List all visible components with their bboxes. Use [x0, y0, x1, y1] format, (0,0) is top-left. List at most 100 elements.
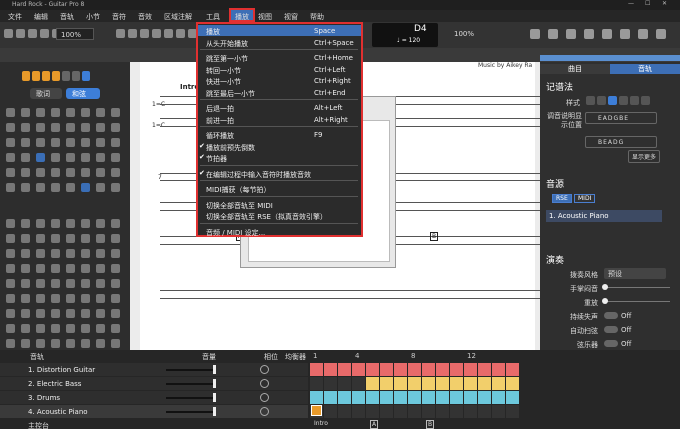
- tool-icon[interactable]: [188, 29, 197, 38]
- notation-tool[interactable]: [111, 234, 120, 243]
- volume-knob[interactable]: [213, 393, 216, 402]
- timeline-marker[interactable]: Intro: [314, 420, 328, 427]
- toggle[interactable]: [604, 326, 618, 333]
- style-toggle[interactable]: [586, 96, 595, 105]
- track-cell[interactable]: [310, 391, 323, 404]
- notation-tool[interactable]: [51, 264, 60, 273]
- chord-button[interactable]: 和弦: [66, 88, 100, 99]
- track-cell[interactable]: [352, 405, 365, 418]
- notation-tool[interactable]: [36, 234, 45, 243]
- tool-icon[interactable]: [584, 29, 594, 39]
- menu-item[interactable]: 音符: [112, 13, 126, 21]
- notation-tool[interactable]: [81, 249, 90, 258]
- notation-tool[interactable]: [21, 153, 30, 162]
- tool-icon[interactable]: [530, 29, 540, 39]
- notation-tool[interactable]: [21, 168, 30, 177]
- notation-tool[interactable]: [36, 123, 45, 132]
- notation-tool[interactable]: [21, 108, 30, 117]
- notation-tool[interactable]: [66, 294, 75, 303]
- tuning-box[interactable]: BEADG: [585, 136, 657, 148]
- tool-icon[interactable]: [128, 29, 137, 38]
- notation-tool[interactable]: [111, 219, 120, 228]
- menu-item[interactable]: 编辑: [34, 13, 48, 21]
- menu-item[interactable]: 小节: [86, 13, 100, 21]
- track-cell[interactable]: [380, 363, 393, 376]
- track-cell[interactable]: [324, 377, 337, 390]
- notation-tool[interactable]: [36, 168, 45, 177]
- tool-icon[interactable]: [548, 29, 558, 39]
- tool-icon[interactable]: [656, 29, 666, 39]
- menu-item[interactable]: 文件: [8, 13, 22, 21]
- window-control[interactable]: —: [628, 0, 634, 7]
- track-cell[interactable]: [422, 391, 435, 404]
- track-cell[interactable]: [338, 405, 351, 418]
- notation-tool[interactable]: [81, 219, 90, 228]
- tool-icon[interactable]: [602, 29, 612, 39]
- notation-tool[interactable]: [81, 108, 90, 117]
- track-cell[interactable]: [436, 377, 449, 390]
- notation-tool[interactable]: [6, 123, 15, 132]
- menu-item[interactable]: 视窗: [284, 13, 298, 21]
- notation-tool[interactable]: [111, 249, 120, 258]
- notation-tool[interactable]: [66, 108, 75, 117]
- notation-tool[interactable]: [96, 108, 105, 117]
- track-cell[interactable]: [366, 391, 379, 404]
- pan-knob[interactable]: [260, 407, 269, 416]
- track-cell[interactable]: [352, 391, 365, 404]
- pan-knob[interactable]: [260, 393, 269, 402]
- tool-icon[interactable]: [140, 29, 149, 38]
- notation-tool[interactable]: [51, 183, 60, 192]
- volume-knob[interactable]: [213, 379, 216, 388]
- notation-tool[interactable]: [66, 339, 75, 348]
- track-cell[interactable]: [324, 391, 337, 404]
- timeline-marker[interactable]: A: [370, 420, 379, 429]
- notation-tool[interactable]: [81, 264, 90, 273]
- notation-tool[interactable]: [96, 219, 105, 228]
- pan-knob[interactable]: [260, 379, 269, 388]
- menu-item[interactable]: 音轨: [60, 13, 74, 21]
- track-cell[interactable]: [478, 363, 491, 376]
- track-cell[interactable]: [366, 363, 379, 376]
- notation-tool[interactable]: [36, 249, 45, 258]
- notation-tool[interactable]: [6, 183, 15, 192]
- menu-item[interactable]: 视图: [258, 13, 272, 21]
- notation-tool[interactable]: [36, 324, 45, 333]
- notation-tool[interactable]: [21, 183, 30, 192]
- dropdown[interactable]: 预设: [604, 268, 666, 279]
- track-cell[interactable]: [310, 377, 323, 390]
- notation-tool[interactable]: [111, 264, 120, 273]
- notation-tool[interactable]: [66, 123, 75, 132]
- menu-entry[interactable]: [198, 25, 361, 36]
- sound-tab[interactable]: RSE: [552, 194, 572, 203]
- notation-tool[interactable]: [111, 294, 120, 303]
- notation-tool[interactable]: [6, 279, 15, 288]
- notation-tool[interactable]: [66, 264, 75, 273]
- track-cell[interactable]: [464, 405, 477, 418]
- notation-tool[interactable]: [81, 234, 90, 243]
- track-cell[interactable]: [478, 405, 491, 418]
- tool-icon[interactable]: [4, 29, 13, 38]
- menu-item[interactable]: 工具: [206, 13, 220, 21]
- notation-tool[interactable]: [36, 138, 45, 147]
- tool-icon[interactable]: [620, 29, 630, 39]
- track-cell[interactable]: [338, 377, 351, 390]
- track-cell[interactable]: [478, 377, 491, 390]
- notation-tool[interactable]: [66, 168, 75, 177]
- notation-tool[interactable]: [66, 324, 75, 333]
- notation-tool[interactable]: [6, 294, 15, 303]
- notation-tool[interactable]: [21, 249, 30, 258]
- notation-tool[interactable]: [6, 234, 15, 243]
- track-cell[interactable]: [492, 377, 505, 390]
- palette-tab[interactable]: [72, 71, 80, 81]
- track-cell[interactable]: [380, 391, 393, 404]
- notation-tool[interactable]: [6, 264, 15, 273]
- notation-tool[interactable]: [21, 279, 30, 288]
- window-control[interactable]: ☐: [645, 0, 651, 7]
- notation-tool[interactable]: [111, 123, 120, 132]
- menu-item[interactable]: 音效: [138, 13, 152, 21]
- track-cell[interactable]: [408, 363, 421, 376]
- notation-tool[interactable]: [51, 108, 60, 117]
- track-cell[interactable]: [394, 377, 407, 390]
- menu-item[interactable]: 区域注解: [164, 13, 192, 21]
- track-cell[interactable]: [450, 391, 463, 404]
